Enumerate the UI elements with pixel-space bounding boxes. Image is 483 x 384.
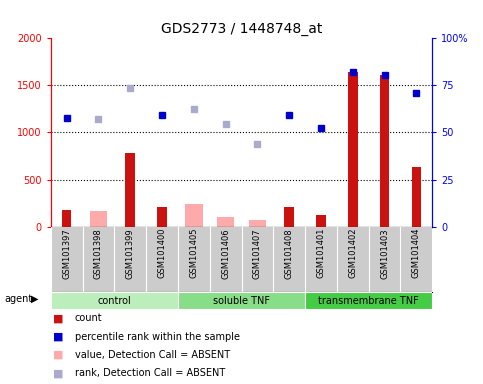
Bar [62, 210, 71, 227]
Text: GSM101402: GSM101402 [348, 228, 357, 278]
Bar [412, 167, 421, 227]
Bar [126, 153, 135, 227]
Bar [51, 293, 178, 309]
Text: rank, Detection Call = ABSENT: rank, Detection Call = ABSENT [75, 369, 225, 379]
Bar [284, 207, 294, 227]
Text: transmembrane TNF: transmembrane TNF [318, 296, 419, 306]
Text: ■: ■ [53, 332, 64, 342]
Text: ▶: ▶ [31, 294, 39, 304]
Text: percentile rank within the sample: percentile rank within the sample [75, 332, 240, 342]
Text: GSM101407: GSM101407 [253, 228, 262, 278]
Text: soluble TNF: soluble TNF [213, 296, 270, 306]
Text: agent: agent [5, 294, 33, 304]
Text: GSM101401: GSM101401 [316, 228, 326, 278]
Bar [348, 72, 357, 227]
Text: GSM101399: GSM101399 [126, 228, 135, 278]
Bar [249, 220, 266, 227]
Text: GSM101406: GSM101406 [221, 228, 230, 278]
Text: value, Detection Call = ABSENT: value, Detection Call = ABSENT [75, 350, 230, 360]
Text: ■: ■ [53, 313, 64, 323]
Text: GSM101403: GSM101403 [380, 228, 389, 278]
Bar [157, 207, 167, 227]
Text: GSM101405: GSM101405 [189, 228, 199, 278]
Text: ■: ■ [53, 369, 64, 379]
Text: ■: ■ [53, 350, 64, 360]
Bar [90, 210, 107, 227]
Text: GSM101408: GSM101408 [284, 228, 294, 278]
Bar [380, 75, 389, 227]
Bar [316, 215, 326, 227]
Text: GSM101397: GSM101397 [62, 228, 71, 279]
Bar [178, 293, 305, 309]
Bar [185, 204, 202, 227]
Title: GDS2773 / 1448748_at: GDS2773 / 1448748_at [161, 22, 322, 36]
Text: count: count [75, 313, 102, 323]
Text: GSM101400: GSM101400 [157, 228, 167, 278]
Text: control: control [98, 296, 131, 306]
Text: GSM101398: GSM101398 [94, 228, 103, 279]
Bar [217, 217, 234, 227]
Text: GSM101404: GSM101404 [412, 228, 421, 278]
Bar [305, 293, 432, 309]
